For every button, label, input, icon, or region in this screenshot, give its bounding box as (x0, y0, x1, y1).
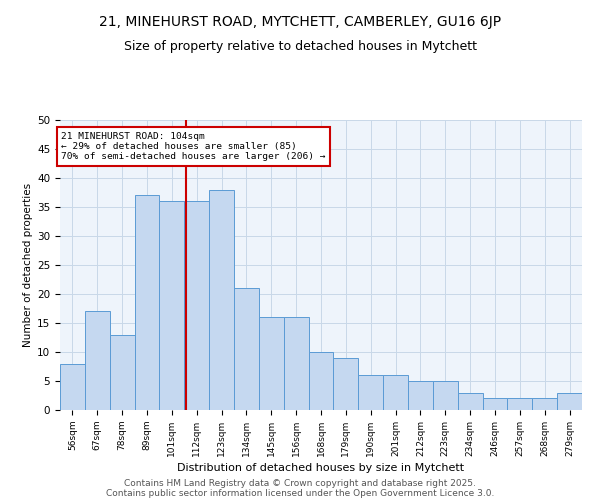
Bar (358, 375, 383, 410)
Text: Size of property relative to detached houses in Mytchett: Size of property relative to detached ho… (124, 40, 476, 53)
Bar (60, 364, 85, 410)
Bar (110, 334, 134, 410)
Text: Contains HM Land Registry data © Crown copyright and database right 2025.: Contains HM Land Registry data © Crown c… (124, 478, 476, 488)
Bar (134, 196, 160, 410)
Bar (308, 352, 334, 410)
Bar (458, 392, 482, 410)
Bar (184, 201, 209, 410)
Bar (433, 381, 458, 410)
Y-axis label: Number of detached properties: Number of detached properties (23, 183, 33, 347)
Bar (557, 392, 582, 410)
Bar (209, 190, 234, 410)
Bar (532, 398, 557, 410)
Bar (284, 317, 308, 410)
Bar (334, 358, 358, 410)
Bar (383, 375, 408, 410)
Bar (508, 398, 532, 410)
Bar (259, 317, 284, 410)
Text: 21 MINEHURST ROAD: 104sqm
← 29% of detached houses are smaller (85)
70% of semi-: 21 MINEHURST ROAD: 104sqm ← 29% of detac… (61, 132, 326, 162)
Text: Contains public sector information licensed under the Open Government Licence 3.: Contains public sector information licen… (106, 488, 494, 498)
Bar (234, 288, 259, 410)
Bar (85, 312, 110, 410)
Bar (160, 201, 184, 410)
X-axis label: Distribution of detached houses by size in Mytchett: Distribution of detached houses by size … (178, 463, 464, 473)
Bar (408, 381, 433, 410)
Bar (482, 398, 508, 410)
Text: 21, MINEHURST ROAD, MYTCHETT, CAMBERLEY, GU16 6JP: 21, MINEHURST ROAD, MYTCHETT, CAMBERLEY,… (99, 15, 501, 29)
